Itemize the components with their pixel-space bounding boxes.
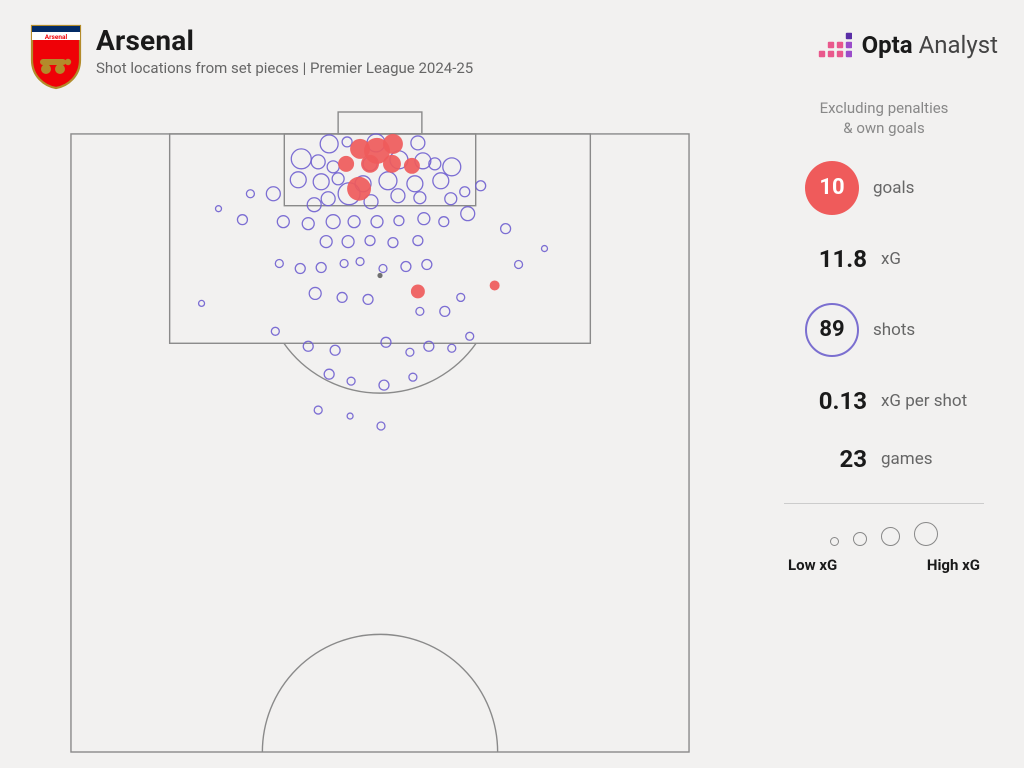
page-title: Arsenal	[96, 24, 473, 57]
brand-logo: Opta Analyst	[816, 30, 998, 60]
games-label: games	[881, 449, 971, 469]
games-value: 23	[797, 445, 867, 473]
excluding-note: Excluding penalties & own goals	[774, 98, 994, 139]
legend-size-icons	[774, 522, 994, 546]
pitch-chart	[70, 112, 690, 732]
stats-divider	[784, 503, 984, 504]
team-crest-icon: Arsenal	[28, 22, 84, 90]
page-subtitle: Shot locations from set pieces | Premier…	[96, 59, 473, 77]
svg-text:Arsenal: Arsenal	[45, 33, 68, 41]
stat-games: 23 games	[774, 445, 994, 473]
xg-per-shot-value: 0.13	[797, 387, 867, 415]
stat-xg-per-shot: 0.13 xG per shot	[774, 387, 994, 415]
stats-panel: Excluding penalties & own goals 10 goals…	[774, 98, 994, 574]
brand-name-bold: Opta	[862, 31, 913, 59]
legend-low: Low xG	[788, 556, 837, 574]
shots-label: shots	[873, 320, 963, 340]
goals-value-bubble: 10	[805, 161, 859, 215]
brand-name-light: Analyst	[919, 31, 998, 59]
stat-goals: 10 goals	[774, 161, 994, 215]
xg-value: 11.8	[797, 245, 867, 273]
legend-high: High xG	[927, 556, 980, 574]
stat-xg: 11.8 xG	[774, 245, 994, 273]
legend-labels: Low xG High xG	[774, 556, 994, 574]
xg-per-shot-label: xG per shot	[881, 391, 971, 411]
stat-shots: 89 shots	[774, 303, 994, 357]
xg-label: xG	[881, 249, 971, 269]
goals-label: goals	[873, 178, 963, 198]
shots-value-bubble: 89	[805, 303, 859, 357]
